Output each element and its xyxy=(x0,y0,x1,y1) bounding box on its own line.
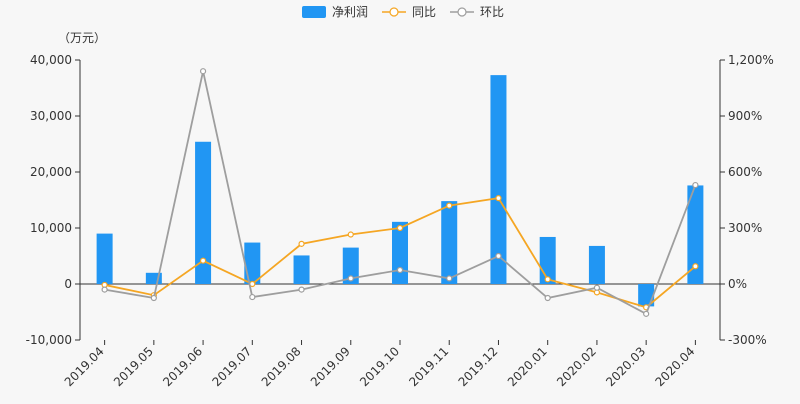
point-yoy-2020.04 xyxy=(692,263,699,270)
bar-2019.04 xyxy=(96,233,113,284)
x-axis-tick-label: 2020.02 xyxy=(554,344,599,389)
left-axis-tick-label: 40,000 xyxy=(30,53,72,67)
point-mom-2019.11 xyxy=(446,275,453,282)
point-yoy-2019.12 xyxy=(495,195,502,202)
bar-2020.02 xyxy=(588,245,605,284)
point-mom-2019.08 xyxy=(298,286,305,293)
left-axis-tick-label: 10,000 xyxy=(30,221,72,235)
x-axis-tick-label: 2020.04 xyxy=(653,344,698,389)
right-axis-tick-label: 1,200% xyxy=(728,53,774,67)
point-yoy-2020.01 xyxy=(544,276,551,283)
bar-2020.04 xyxy=(687,185,704,284)
right-axis-tick-label: 0% xyxy=(728,277,747,291)
x-axis-tick-label: 2019.06 xyxy=(160,344,205,389)
point-mom-2020.01 xyxy=(544,294,551,302)
bar-2019.05 xyxy=(145,272,162,284)
right-axis-tick-label: 300% xyxy=(728,221,762,235)
left-axis-tick-label: 0 xyxy=(64,277,72,291)
legend-label: 净利润 xyxy=(332,5,368,19)
left-axis-unit-label: （万元） xyxy=(58,31,106,45)
point-mom-2019.12 xyxy=(495,252,502,260)
x-axis-tick-label: 2019.09 xyxy=(308,344,353,389)
point-mom-2019.07 xyxy=(249,293,256,301)
point-yoy-2019.09 xyxy=(347,231,354,238)
right-axis-tick-label: 600% xyxy=(728,165,762,179)
legend-swatch-marker xyxy=(457,7,467,17)
bar-2019.11 xyxy=(441,201,458,284)
legend-swatch-marker xyxy=(389,7,399,17)
legend: 净利润 同比 环比 xyxy=(302,5,504,19)
point-yoy-2019.08 xyxy=(298,240,305,247)
x-axis-tick-label: 2019.11 xyxy=(406,344,451,389)
bar-2019.06 xyxy=(195,141,212,284)
point-mom-2019.09 xyxy=(347,275,354,282)
left-axis-tick-label: 30,000 xyxy=(30,109,72,123)
axes: -10,000 0 10,000 20,000 30,000 40,000 -300% 0% 3… xyxy=(26,53,774,347)
bar-2019.09 xyxy=(342,247,359,284)
left-axis-tick-label: 20,000 xyxy=(30,165,72,179)
x-axis-tick-label: 2019.05 xyxy=(111,344,156,389)
point-mom-2020.04 xyxy=(692,181,699,189)
legend-label: 同比 xyxy=(412,5,436,19)
line-series xyxy=(101,68,699,317)
legend-label: 环比 xyxy=(480,5,504,19)
point-mom-2020.02 xyxy=(593,284,601,291)
right-axis-tick-label: -300% xyxy=(728,333,767,347)
legend-swatch-net-profit xyxy=(302,6,326,18)
point-mom-2019.06 xyxy=(199,68,207,75)
bar-2020.03 xyxy=(638,284,655,307)
point-mom-2019.04 xyxy=(101,286,108,293)
point-mom-2019.10 xyxy=(396,266,404,274)
bar-2019.12 xyxy=(490,75,507,285)
bar-2019.10 xyxy=(392,221,408,284)
x-axis-tick-label: 2019.07 xyxy=(209,344,254,389)
point-mom-2019.05 xyxy=(150,294,157,302)
x-axis-tick-label: 2019.08 xyxy=(259,344,304,389)
point-yoy-2019.10 xyxy=(396,224,404,232)
point-yoy-2019.06 xyxy=(199,257,207,264)
point-mom-2020.03 xyxy=(643,310,650,317)
x-axis-tick-label: 2020.03 xyxy=(603,344,648,389)
right-axis-tick-label: 900% xyxy=(728,109,762,123)
bar-series xyxy=(96,75,704,307)
x-axis-tick-label: 2019.10 xyxy=(357,344,402,389)
bar-2019.07 xyxy=(244,242,261,284)
point-yoy-2019.11 xyxy=(446,202,453,209)
x-axis-tick-label: 2019.12 xyxy=(456,344,501,389)
x-axis-tick-label: 2020.01 xyxy=(505,344,550,389)
x-axis-tick-label: 2019.04 xyxy=(62,344,107,389)
bar-2019.08 xyxy=(293,255,310,284)
left-axis-tick-label: -10,000 xyxy=(26,333,72,347)
x-axis-labels: 2019.04 2019.05 2019.06 2019.07 2019.08 2019.… xyxy=(62,340,698,389)
